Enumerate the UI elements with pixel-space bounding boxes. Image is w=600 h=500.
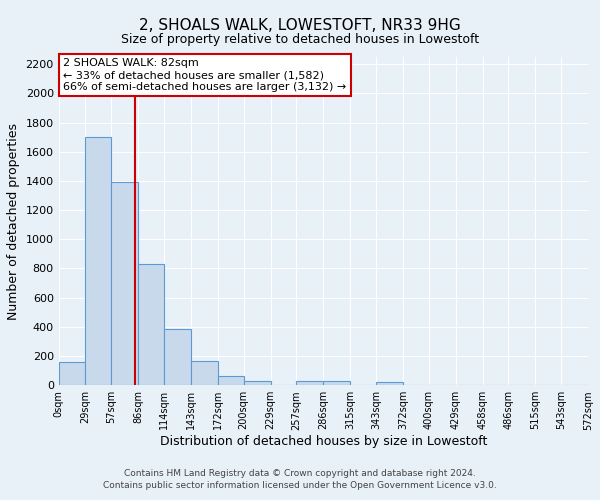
Bar — [376, 382, 403, 385]
Bar — [112, 182, 138, 385]
Bar — [218, 376, 244, 385]
Text: 2 SHOALS WALK: 82sqm
← 33% of detached houses are smaller (1,582)
66% of semi-de: 2 SHOALS WALK: 82sqm ← 33% of detached h… — [63, 58, 346, 92]
Bar — [138, 264, 164, 385]
Bar — [59, 362, 85, 385]
Text: Contains HM Land Registry data © Crown copyright and database right 2024.: Contains HM Land Registry data © Crown c… — [124, 468, 476, 477]
Text: 2, SHOALS WALK, LOWESTOFT, NR33 9HG: 2, SHOALS WALK, LOWESTOFT, NR33 9HG — [139, 18, 461, 32]
Bar — [85, 137, 112, 385]
Bar — [191, 361, 218, 385]
Text: Contains public sector information licensed under the Open Government Licence v3: Contains public sector information licen… — [103, 481, 497, 490]
X-axis label: Distribution of detached houses by size in Lowestoft: Distribution of detached houses by size … — [160, 435, 487, 448]
Bar — [323, 381, 350, 385]
Bar — [296, 381, 323, 385]
Y-axis label: Number of detached properties: Number of detached properties — [7, 122, 20, 320]
Bar — [244, 381, 271, 385]
Bar — [164, 329, 191, 385]
Text: Size of property relative to detached houses in Lowestoft: Size of property relative to detached ho… — [121, 32, 479, 46]
